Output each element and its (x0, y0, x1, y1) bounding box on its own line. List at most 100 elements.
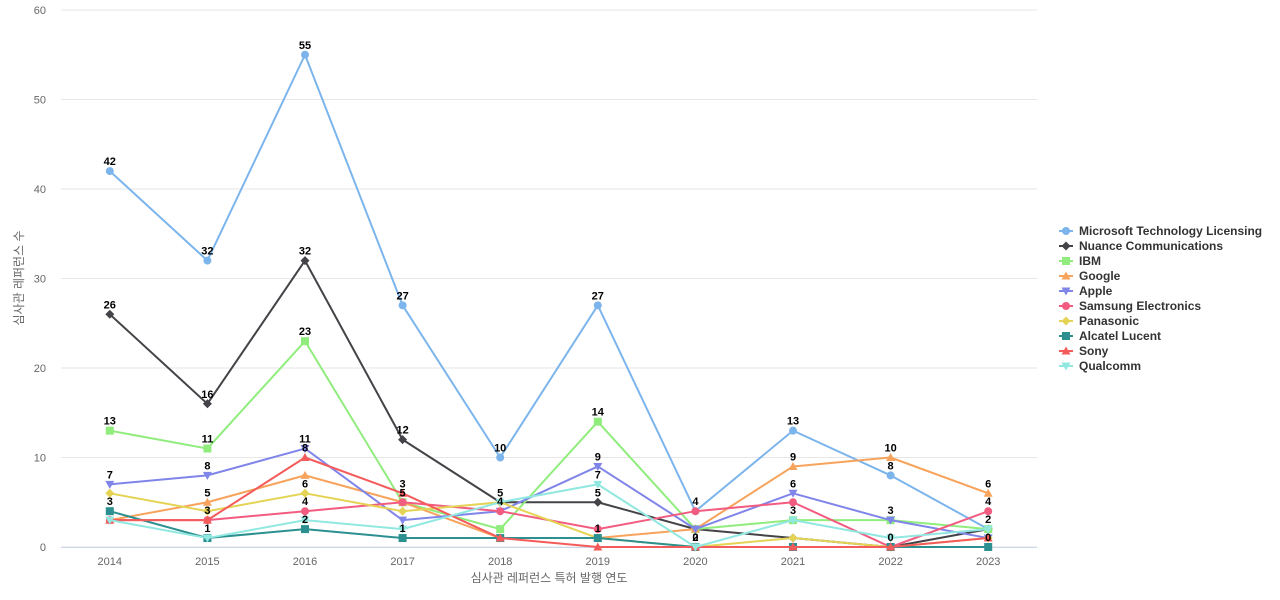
data-point-microsoft-technology-licensing[interactable] (496, 453, 505, 462)
legend-item-nuance-communications[interactable]: Nuance Communications (1059, 239, 1223, 253)
data-point-qualcomm[interactable] (202, 534, 212, 543)
legend-item-ibm[interactable]: IBM (1059, 254, 1101, 268)
legend-item-alcatel-lucent[interactable]: Alcatel Lucent (1059, 329, 1161, 343)
data-point-apple[interactable] (788, 489, 798, 498)
legend-item-sony[interactable]: Sony (1059, 344, 1109, 358)
data-point-sony[interactable] (593, 542, 603, 551)
legend-marker[interactable] (1062, 257, 1070, 265)
series-sony (105, 453, 993, 551)
y-tick-label: 40 (34, 184, 46, 196)
data-label-nuance-communications: 5 (497, 487, 503, 499)
data-point-google[interactable] (886, 453, 896, 461)
data-point-panasonic[interactable] (202, 506, 212, 516)
data-point-panasonic[interactable] (300, 488, 310, 498)
data-point-ibm[interactable] (496, 525, 505, 534)
data-point-qualcomm[interactable] (983, 525, 993, 534)
data-point-apple[interactable] (593, 462, 603, 471)
data-point-sony[interactable] (202, 515, 212, 524)
data-point-samsung-electronics[interactable] (691, 507, 700, 516)
data-point-alcatel-lucent[interactable] (984, 543, 993, 551)
data-point-sony[interactable] (983, 533, 993, 542)
data-point-panasonic[interactable] (788, 533, 798, 543)
legend-item-microsoft-technology-licensing[interactable]: Microsoft Technology Licensing (1059, 224, 1262, 238)
x-axis: 2014 2015 2016 2017 2018 2019 2020 2021 2022 2023 (61, 547, 1037, 568)
legend-marker[interactable] (1061, 316, 1071, 326)
x-tick-label: 2014 (98, 556, 122, 568)
data-point-sony[interactable] (495, 533, 505, 542)
data-point-microsoft-technology-licensing[interactable] (886, 471, 895, 480)
data-point-ibm[interactable] (105, 426, 114, 435)
data-point-qualcomm[interactable] (398, 525, 408, 534)
data-point-apple[interactable] (398, 516, 408, 525)
data-point-panasonic[interactable] (398, 506, 408, 516)
data-point-samsung-electronics[interactable] (789, 498, 797, 507)
data-point-qualcomm[interactable] (105, 516, 115, 525)
data-point-qualcomm[interactable] (593, 480, 603, 489)
legend-marker[interactable] (1061, 271, 1071, 280)
data-point-sony[interactable] (788, 542, 798, 551)
data-point-sony[interactable] (886, 542, 896, 551)
data-point-apple[interactable] (105, 480, 115, 489)
data-point-alcatel-lucent[interactable] (593, 534, 602, 543)
data-point-qualcomm[interactable] (886, 534, 896, 543)
data-point-microsoft-technology-licensing[interactable] (301, 50, 309, 59)
data-point-microsoft-technology-licensing[interactable] (398, 301, 407, 310)
data-point-nuance-communications[interactable] (300, 256, 310, 266)
data-point-ibm[interactable] (203, 444, 212, 453)
data-point-apple[interactable] (202, 471, 212, 480)
legend-marker[interactable] (1062, 227, 1070, 235)
y-tick-label: 50 (34, 95, 46, 107)
data-point-samsung-electronics[interactable] (593, 525, 602, 534)
data-label-ibm: 14 (592, 407, 605, 419)
legend-item-google[interactable]: Google (1059, 269, 1121, 283)
data-point-samsung-electronics[interactable] (496, 507, 505, 516)
data-point-microsoft-technology-licensing[interactable] (789, 426, 797, 435)
data-point-qualcomm[interactable] (788, 516, 798, 525)
data-point-alcatel-lucent[interactable] (301, 525, 309, 534)
series-qualcomm (105, 480, 993, 552)
data-point-ibm[interactable] (593, 417, 602, 426)
legend-marker[interactable] (1062, 332, 1070, 340)
data-point-sony[interactable] (398, 488, 408, 497)
data-point-nuance-communications[interactable] (593, 497, 603, 507)
x-axis-title: 심사관 레퍼런스 특허 발행 연도 (471, 570, 628, 585)
legend-marker[interactable] (1061, 287, 1071, 296)
data-point-samsung-electronics[interactable] (984, 507, 993, 516)
data-point-nuance-communications[interactable] (202, 399, 212, 409)
legend-marker[interactable] (1061, 362, 1071, 371)
legend-marker[interactable] (1062, 302, 1070, 310)
legend-item-qualcomm[interactable]: Qualcomm (1059, 359, 1141, 373)
data-point-nuance-communications[interactable] (398, 435, 408, 445)
data-point-alcatel-lucent[interactable] (398, 534, 407, 543)
data-point-ibm[interactable] (301, 337, 309, 346)
data-point-google[interactable] (300, 470, 310, 479)
legend-marker[interactable] (1061, 241, 1071, 251)
data-point-nuance-communications[interactable] (105, 309, 115, 319)
x-tick-label: 2016 (293, 556, 317, 568)
data-point-apple[interactable] (300, 445, 310, 454)
data-point-apple[interactable] (690, 525, 700, 534)
legend-item-apple[interactable]: Apple (1059, 284, 1113, 298)
data-label-qualcomm: 3 (790, 505, 796, 517)
legend-item-panasonic[interactable]: Panasonic (1059, 314, 1139, 328)
data-point-google[interactable] (202, 497, 212, 506)
data-point-qualcomm[interactable] (495, 498, 505, 507)
data-point-samsung-electronics[interactable] (398, 498, 407, 507)
legend-item-samsung-electronics[interactable]: Samsung Electronics (1059, 299, 1201, 313)
legend-label: Panasonic (1079, 314, 1139, 328)
data-point-qualcomm[interactable] (690, 543, 700, 552)
y-tick-label: 20 (34, 363, 46, 375)
data-point-google[interactable] (983, 488, 993, 497)
data-point-apple[interactable] (886, 516, 896, 525)
data-point-microsoft-technology-licensing[interactable] (105, 167, 114, 176)
data-point-qualcomm[interactable] (300, 516, 310, 525)
data-label-microsoft-technology-licensing: 8 (888, 460, 894, 472)
data-point-alcatel-lucent[interactable] (105, 507, 114, 516)
legend-marker[interactable] (1061, 346, 1071, 355)
data-point-microsoft-technology-licensing[interactable] (593, 301, 602, 310)
data-point-sony[interactable] (300, 453, 310, 461)
data-point-microsoft-technology-licensing[interactable] (203, 256, 212, 265)
data-point-panasonic[interactable] (105, 488, 115, 498)
data-point-google[interactable] (788, 461, 798, 470)
data-point-samsung-electronics[interactable] (301, 507, 309, 516)
